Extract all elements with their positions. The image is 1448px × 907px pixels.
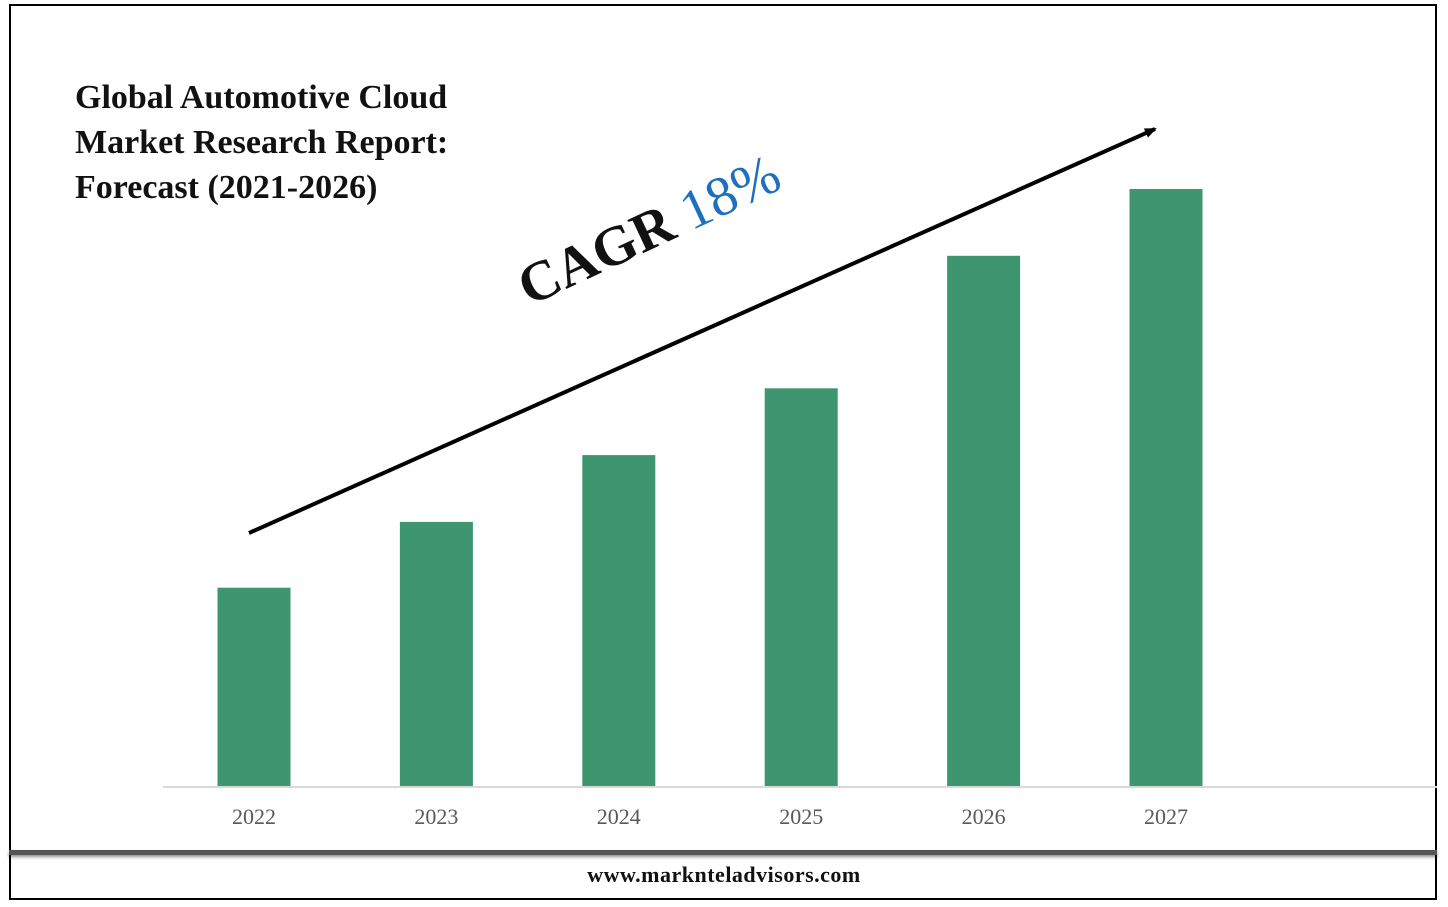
x-tick-label-2026: 2026 xyxy=(962,804,1006,829)
x-tick-label-2025: 2025 xyxy=(779,804,823,829)
growth-arrow xyxy=(248,127,1157,535)
bars-group xyxy=(217,189,1203,788)
bar-2025 xyxy=(764,388,838,787)
bar-2024 xyxy=(582,455,656,787)
x-tick-label-2022: 2022 xyxy=(232,804,276,829)
chart-title: Global Automotive Cloud Market Research … xyxy=(75,75,535,210)
bar-2023 xyxy=(399,521,473,787)
bar-2022 xyxy=(217,587,291,787)
footer-website: www.marknteladvisors.com xyxy=(587,862,861,887)
footer-divider xyxy=(9,850,1437,855)
x-tick-label-2027: 2027 xyxy=(1144,804,1188,829)
x-tick-labels: 2022 2023 2024 2025 2026 2027 xyxy=(232,804,1188,829)
bar-2026 xyxy=(947,255,1021,788)
x-tick-label-2023: 2023 xyxy=(414,804,458,829)
x-tick-label-2024: 2024 xyxy=(597,804,641,829)
bar-2027 xyxy=(1129,189,1203,787)
title-line-3: Forecast (2021-2026) xyxy=(75,169,378,206)
title-line-1: Global Automotive Cloud xyxy=(75,79,448,116)
title-line-2: Market Research Report: xyxy=(75,124,449,161)
